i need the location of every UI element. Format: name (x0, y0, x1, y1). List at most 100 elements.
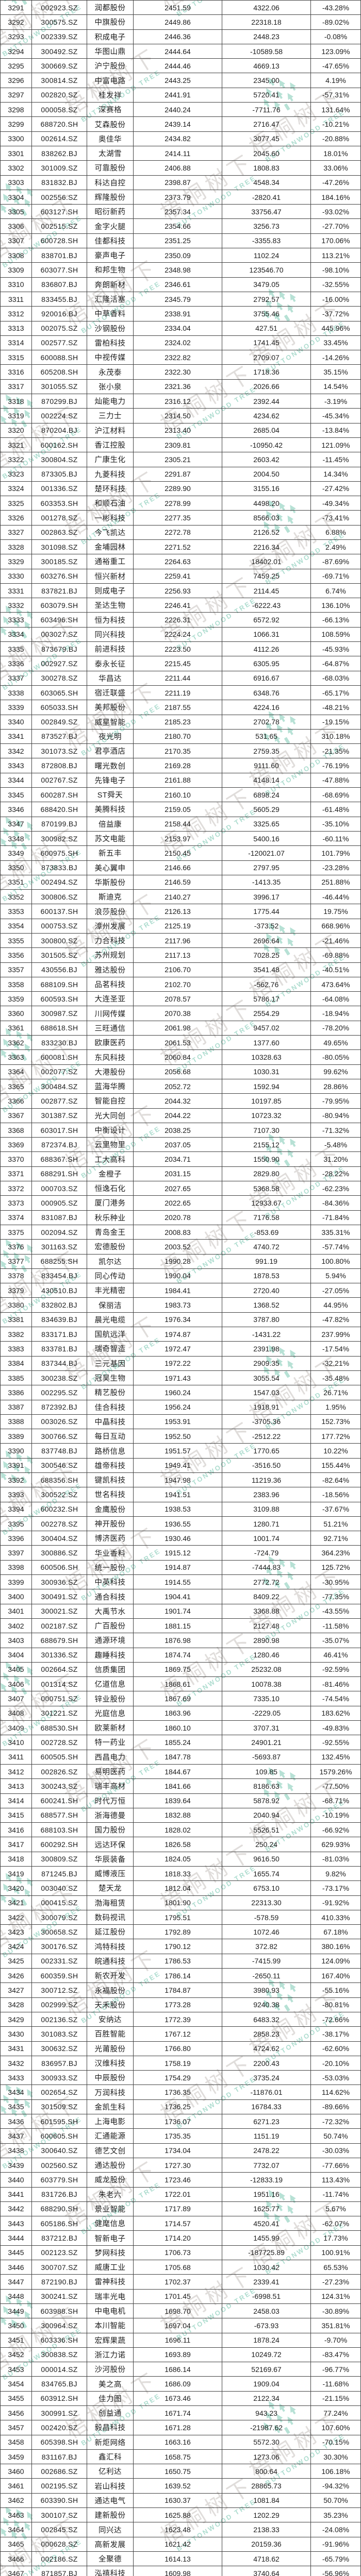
table-row: 3411 600505.SH 西昌电力 1847.78 -5693.87 132.45% (1, 1750, 360, 1765)
rank-cell: 3426 (1, 1969, 32, 1983)
stock-code-cell: 688255.SH (32, 1254, 87, 1268)
rank-cell: 3441 (1, 2187, 32, 2201)
stock-code-cell: 300838.SZ (32, 2347, 87, 2362)
change-pct-cell: -14.26% (322, 353, 350, 362)
rank-cell: 3310 (1, 277, 32, 292)
rank-cell: 3318 (1, 394, 32, 409)
value-current-cell: 2187.55 (134, 700, 222, 715)
stock-code-cell: 002664.SZ (32, 1662, 87, 1677)
rank-cell: 3404 (1, 1648, 32, 1662)
stock-code-cell: 831832.BJ (32, 175, 87, 190)
stock-name-cell: 青岛金王 (87, 1225, 134, 1240)
table-row: 3442 688290.SH 景业智能 1717.89 1625.77 5.67% (1, 2201, 360, 2217)
value-previous-cell: 5720.41 (222, 88, 311, 103)
stock-name-cell: 东风科技 (87, 1050, 134, 1064)
value-previous-cell: 3109.88 (222, 1502, 311, 1516)
stock-code-cell: 301505.SZ (32, 948, 87, 962)
change-pct-cell: -47.82% (322, 1315, 350, 1324)
rank-cell: 3413 (1, 1779, 32, 1793)
stock-name-cell: 通裕重工 (87, 554, 134, 569)
value-previous-cell: 52169.67 (222, 2362, 311, 2377)
rank-cell: 3383 (1, 1342, 32, 1356)
table-row: 3327 002863.SZ 今飞凯达 2272.78 2126.52 6.88% (1, 525, 360, 540)
value-previous-cell: 2216.34 (222, 539, 311, 554)
value-current-cell: 2185.23 (134, 715, 222, 729)
stock-code-cell: 430510.BJ (32, 1283, 87, 1298)
table-row: 3367 301387.SZ 光大同创 2044.22 10723.32 -80.94% (1, 1108, 360, 1123)
table-row: 3359 600593.SH 大连圣亚 2078.57 5786.17 -64.08% (1, 992, 360, 1007)
value-previous-cell: 10078.38 (222, 1677, 311, 1691)
table-row: 3440 603779.SH 威龙股份 1723.46 -12833.19 113.43% (1, 2173, 360, 2188)
value-previous-cell: -2512.22 (222, 1429, 311, 1444)
value-current-cell: 1876.98 (134, 1633, 222, 1648)
stock-code-cell: 000905.SZ (32, 1196, 87, 1210)
value-previous-cell: 4224.16 (222, 700, 311, 715)
value-previous-cell: -10589.58 (222, 44, 311, 59)
change-pct-cell: 629.93% (321, 1840, 350, 1849)
change-pct-cell: -24.08% (322, 2526, 350, 2534)
stock-name-cell: 同心传动 (87, 1268, 134, 1283)
rank-cell: 3372 (1, 1181, 32, 1196)
change-pct-cell: -40.51% (322, 965, 350, 974)
change-pct-cell: -23.28% (322, 863, 350, 872)
value-current-cell: 1758.19 (134, 2056, 222, 2071)
stock-name-cell: 中草香料 (87, 307, 134, 321)
stock-name-cell: 金鹰股份 (87, 1502, 134, 1516)
change-pct-cell: -18.56% (322, 1490, 350, 1499)
value-current-cell: 2160.10 (134, 788, 222, 802)
value-previous-cell: 4740.72 (222, 1240, 311, 1254)
change-pct-cell: 44.95% (323, 1301, 348, 1310)
stock-name-cell: 创益通 (87, 2405, 134, 2420)
change-pct-cell: -47.26% (322, 178, 350, 187)
stock-code-cell: 002195.SZ (32, 2479, 87, 2493)
rank-cell: 3345 (1, 788, 32, 802)
rank-cell: 3344 (1, 773, 32, 788)
value-previous-cell: 943.23 (222, 2405, 311, 2420)
value-current-cell: 1874.74 (134, 1648, 222, 1662)
value-current-cell: 2272.78 (134, 525, 222, 539)
table-row: 3408 301221.SZ 光庭信息 1863.96 -2229.05 183.62% (1, 1706, 360, 1721)
stock-code-cell: 688530.SH (32, 1721, 87, 1735)
rank-cell: 3444 (1, 2231, 32, 2245)
table-row: 3335 873679.BJ 前进科技 2223.50 4112.26 -45.93% (1, 642, 360, 657)
stock-name-cell: 新炬网络 (87, 2435, 134, 2449)
stock-code-cell: 838262.BJ (32, 146, 87, 161)
stock-name-cell: 德艺文创 (87, 2143, 134, 2158)
value-current-cell: 1860.10 (134, 1721, 222, 1735)
stock-code-cell: 603336.SH (32, 2333, 87, 2347)
rank-cell: 3420 (1, 1881, 32, 1895)
change-pct-cell: 31.20% (323, 1155, 348, 1164)
change-pct-cell: -43.55% (322, 1607, 350, 1616)
value-previous-cell: -673.93 (222, 2318, 311, 2333)
table-row: 3377 688255.SH 凯尔达 1990.28 991.19 100.80% (1, 1254, 360, 1269)
value-previous-cell: 1878.24 (222, 2333, 311, 2347)
stock-code-cell: 300800.SZ (32, 934, 87, 948)
stock-code-cell: 872374.BJ (32, 1138, 87, 1152)
change-pct-cell: -11.45% (322, 455, 349, 464)
rank-cell: 3437 (1, 2129, 32, 2143)
rank-cell: 3320 (1, 423, 32, 437)
value-previous-cell: 18402.01 (222, 554, 311, 569)
value-previous-cell: 6305.95 (222, 656, 311, 671)
rank-cell: 3304 (1, 190, 32, 205)
table-row: 3303 831832.BJ 科达自控 2398.87 4548.34 -47.26% (1, 175, 360, 190)
stock-code-cell: 300404.SZ (32, 1531, 87, 1546)
stock-name-cell: 皖通科技 (87, 1954, 134, 1969)
stock-code-cell: 003040.SZ (32, 1881, 87, 1895)
stock-code-cell: 002686.SZ (32, 2464, 87, 2479)
rank-cell: 3443 (1, 2216, 32, 2231)
stock-name-cell: 中晶科技 (87, 1414, 134, 1429)
rank-cell: 3309 (1, 263, 32, 277)
table-row: 3434 002654.SZ 万润科技 1736.35 -11876.01 114.62% (1, 2085, 360, 2100)
stock-code-cell: 003026.SZ (32, 1414, 87, 1429)
stock-code-cell: 838701.BJ (32, 248, 87, 263)
table-row: 3464 002845.SZ 同兴达 1623.48 2138.33 -24.08% (1, 2522, 360, 2537)
stock-name-cell: 雷柏科技 (87, 335, 134, 350)
value-previous-cell: 991.19 (222, 1254, 311, 1268)
table-row: 3393 300522.SZ 世名科技 1941.51 2383.96 -18.56% (1, 1487, 360, 1502)
stock-code-cell: 300806.SZ (32, 890, 87, 904)
rank-cell: 3467 (1, 2566, 32, 2576)
value-current-cell: 1697.04 (134, 2318, 222, 2333)
rank-cell: 3466 (1, 2551, 32, 2566)
value-current-cell: 2170.35 (134, 744, 222, 758)
